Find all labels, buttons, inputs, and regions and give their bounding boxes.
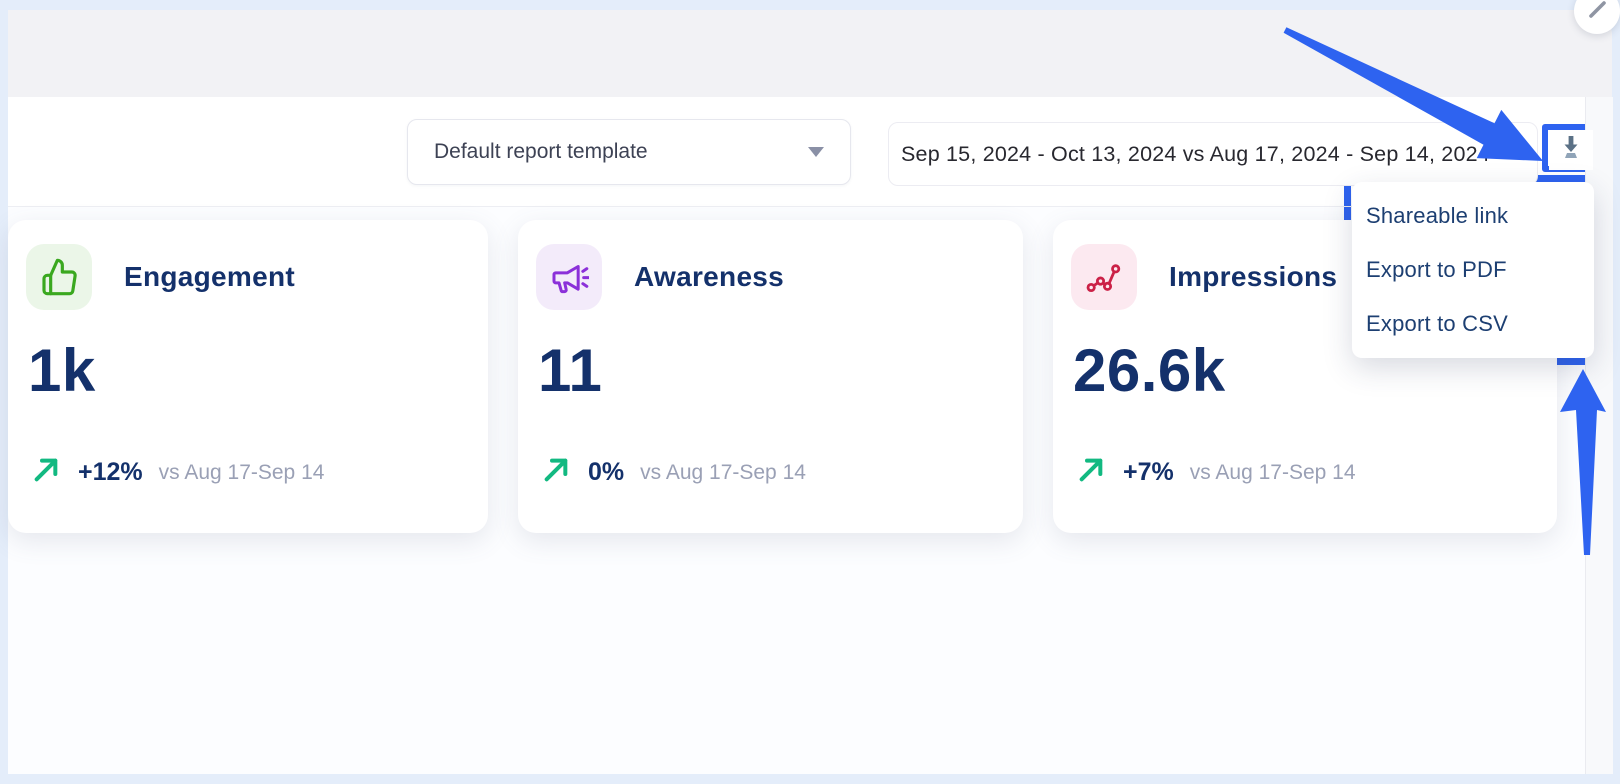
- thumbs-up-icon: [26, 244, 92, 310]
- trend-row: +12% vs Aug 17-Sep 14: [30, 454, 324, 491]
- trend-comparison: vs Aug 17-Sep 14: [158, 460, 325, 484]
- card-title: Engagement: [124, 261, 296, 292]
- trend-comparison: vs Aug 17-Sep 14: [640, 460, 806, 484]
- header-band: [8, 10, 1612, 97]
- menu-item-shareable-link[interactable]: Shareable link: [1366, 203, 1509, 228]
- card-title: Impressions: [1169, 261, 1338, 292]
- card-header: Engagement: [8, 220, 488, 310]
- trend-up-icon: [540, 454, 572, 491]
- chevron-down-icon: [808, 147, 824, 157]
- card-header: Impressions: [1053, 220, 1557, 310]
- card-value: 11: [538, 337, 603, 404]
- trend-comparison: vs Aug 17-Sep 14: [1189, 460, 1356, 484]
- trend-row: 0% vs Aug 17-Sep 14: [540, 454, 806, 491]
- trend-up-icon: [1075, 454, 1107, 491]
- metric-card-awareness: Awareness 11 0% vs Aug 17-Sep 14: [518, 220, 1023, 533]
- date-range-label: Sep 15, 2024 - Oct 13, 2024 vs Aug 17, 2…: [901, 141, 1490, 166]
- toolbar-divider: [8, 206, 1612, 207]
- trend-up-icon: [30, 454, 62, 491]
- megaphone-icon: [536, 244, 602, 310]
- scatter-share-icon: [1071, 244, 1137, 310]
- menu-item-export-csv[interactable]: Export to CSV: [1366, 311, 1508, 336]
- report-template-value: Default report template: [434, 140, 648, 163]
- export-button[interactable]: [1549, 130, 1593, 170]
- trend-change: +12%: [78, 458, 143, 486]
- card-title: Awareness: [634, 261, 785, 292]
- report-template-select[interactable]: Default report template: [407, 119, 851, 185]
- export-menu: Shareable link Export to PDF Export to C…: [1352, 182, 1594, 358]
- trend-change: +7%: [1123, 458, 1174, 486]
- card-header: Awareness: [518, 220, 1023, 310]
- trend-row: +7% vs Aug 17-Sep 14: [1075, 454, 1356, 491]
- trend-change: 0%: [588, 458, 625, 486]
- pencil-icon: [1585, 0, 1609, 26]
- card-value: 1k: [28, 337, 96, 404]
- metric-card-engagement: Engagement 1k +12% vs Aug 17-Sep 14: [8, 220, 488, 533]
- download-icon: [1554, 132, 1588, 169]
- card-value: 26.6k: [1073, 337, 1226, 404]
- menu-item-export-pdf[interactable]: Export to PDF: [1366, 257, 1507, 282]
- date-range-picker[interactable]: Sep 15, 2024 - Oct 13, 2024 vs Aug 17, 2…: [888, 122, 1538, 186]
